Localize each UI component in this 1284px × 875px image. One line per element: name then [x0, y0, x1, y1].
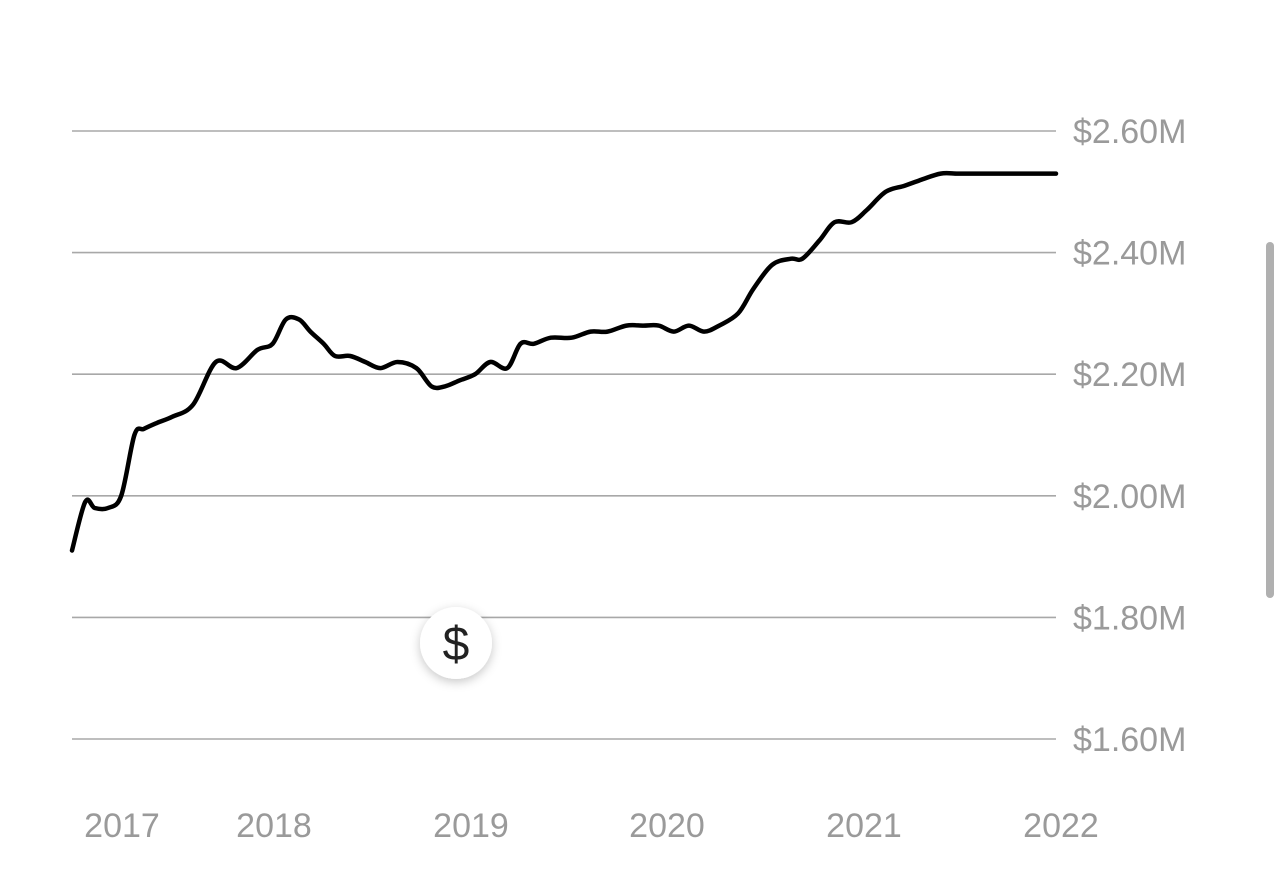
price-marker-button[interactable]: $: [420, 607, 492, 679]
y-tick-label: $1.60M: [1073, 721, 1186, 759]
y-tick-label: $2.20M: [1073, 356, 1186, 394]
y-tick-label: $2.60M: [1073, 113, 1186, 151]
y-axis-tick-labels: $1.60M $1.80M $2.00M $2.20M $2.40M $2.60M: [1073, 113, 1186, 759]
x-tick-label: 2022: [1023, 807, 1099, 845]
x-tick-label: 2019: [433, 807, 509, 845]
dollar-sign-icon: $: [443, 618, 470, 671]
vertical-scrollbar[interactable]: [1266, 242, 1274, 598]
grid-lines: [72, 130, 1056, 740]
x-axis-tick-labels: 2017 2018 2019 2020 2021 2022: [84, 807, 1099, 845]
x-tick-label: 2021: [826, 807, 902, 845]
y-tick-label: $2.40M: [1073, 235, 1186, 273]
x-tick-label: 2017: [84, 807, 160, 845]
y-tick-label: $1.80M: [1073, 599, 1186, 637]
y-tick-label: $2.00M: [1073, 478, 1186, 516]
x-tick-label: 2020: [629, 807, 705, 845]
price-marker-circle: [420, 607, 492, 679]
x-tick-label: 2018: [236, 807, 312, 845]
series-line: [69, 170, 1059, 553]
